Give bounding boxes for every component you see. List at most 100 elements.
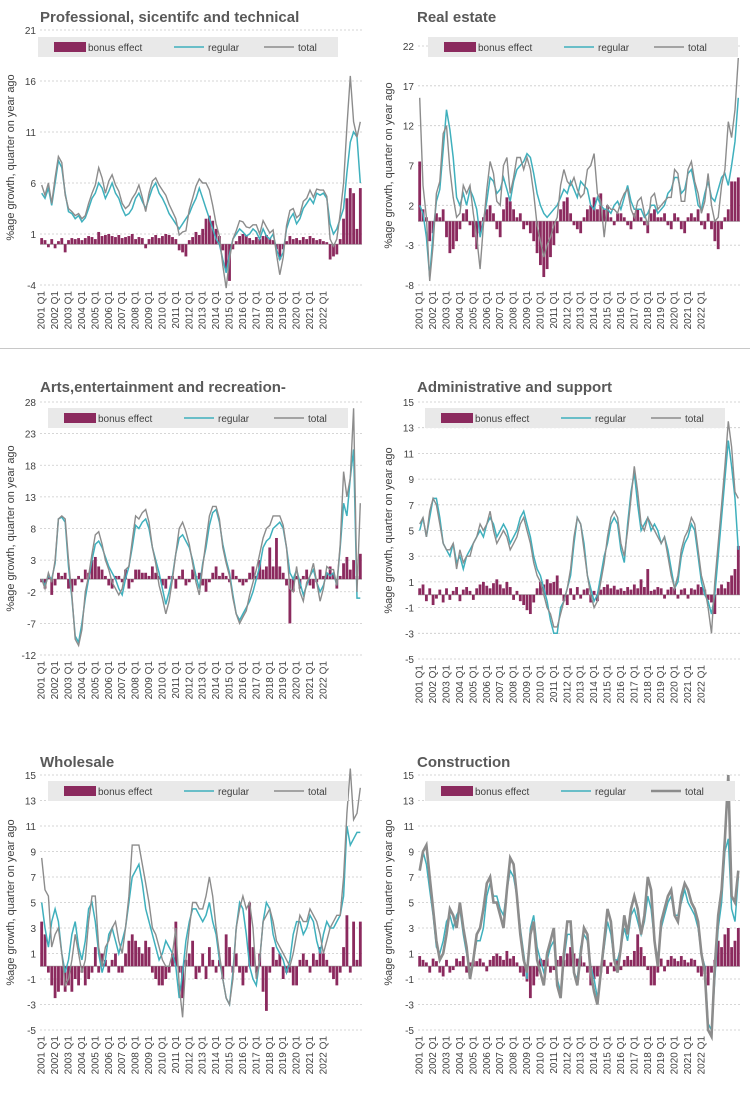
bonus-bar	[596, 966, 599, 977]
bonus-bar	[43, 934, 47, 967]
x-tick-label: 2003 Q1	[64, 661, 75, 700]
bonus-bar	[288, 966, 292, 973]
bonus-bar	[268, 238, 272, 245]
bonus-bar	[164, 234, 168, 245]
bonus-bar	[187, 240, 191, 245]
bonus-bar	[234, 241, 238, 245]
y-tick-label: 7	[408, 501, 414, 512]
bonus-bar	[720, 221, 723, 230]
bonus-bar	[114, 237, 117, 245]
bonus-bar	[134, 239, 138, 245]
y-axis-label: %age growth, quarter on year ago	[5, 74, 17, 240]
bonus-bar	[458, 961, 462, 967]
bonus-bar	[468, 962, 472, 967]
bonus-bar	[693, 959, 697, 967]
bonus-bar	[669, 956, 673, 967]
bonus-bar	[177, 244, 181, 251]
bonus-bar	[673, 588, 677, 595]
bonus-bar	[478, 584, 482, 595]
bonus-bar	[147, 239, 151, 245]
x-tick-label: 2013 Q1	[576, 665, 587, 704]
legend-label-regular: regular	[208, 43, 240, 54]
x-tick-label: 2011 Q1	[171, 291, 182, 329]
x-tick-label: 2003 Q1	[442, 1036, 453, 1075]
bonus-bar	[602, 587, 606, 595]
bonus-bar	[733, 940, 737, 967]
bonus-bar	[150, 237, 154, 245]
legend-label-bonus: bonus effect	[98, 787, 153, 798]
bonus-bar	[726, 928, 730, 967]
x-tick-label: 2009 Q1	[522, 1036, 533, 1075]
bonus-bar	[63, 244, 67, 253]
y-tick-label: 18	[25, 461, 37, 472]
bonus-bar	[468, 221, 472, 226]
bonus-bar	[418, 956, 422, 967]
bonus-bar	[298, 959, 302, 967]
bonus-bar	[689, 588, 693, 595]
bonus-bar	[248, 572, 252, 580]
bonus-bar	[609, 962, 613, 967]
bonus-bar	[632, 950, 636, 967]
bonus-bar	[646, 966, 650, 971]
total-line	[41, 75, 361, 289]
bonus-bar	[632, 584, 636, 595]
bonus-bar	[281, 966, 285, 979]
bonus-bar	[515, 217, 519, 222]
x-tick-label: 2014 Q1	[589, 291, 600, 330]
bonus-bar	[308, 579, 312, 586]
bonus-bar	[542, 221, 546, 278]
bonus-bar	[736, 545, 740, 595]
bonus-bar	[228, 579, 231, 583]
bonus-bar	[455, 221, 458, 242]
chart-panel-real-estate: Real estate -8 -3 2 7 12 17 22 %age growth, quar…	[383, 9, 740, 329]
bonus-bar	[639, 217, 643, 222]
x-tick-label: 2020 Q1	[670, 291, 681, 330]
bonus-bar	[512, 956, 516, 967]
bonus-bar	[505, 950, 509, 967]
bonus-bar	[488, 205, 492, 222]
bonus-bar	[184, 579, 188, 586]
bonus-bar	[100, 236, 104, 245]
bonus-bar	[686, 217, 690, 222]
bonus-bar	[67, 240, 70, 245]
bonus-bar	[656, 217, 660, 222]
bonus-bar	[308, 966, 312, 973]
legend-label-bonus: bonus effect	[475, 787, 530, 798]
y-tick-label: 13	[25, 493, 37, 504]
x-tick-label: 2018 Q1	[643, 291, 654, 330]
chart-panel-administrative: Administrative and support-5-3-113579111…	[383, 379, 740, 703]
bonus-bar	[281, 572, 285, 580]
bonus-bar	[649, 213, 653, 222]
x-tick-label: 2016 Q1	[616, 1036, 627, 1075]
x-tick-label: 2015 Q1	[225, 291, 236, 330]
bonus-bar	[117, 235, 121, 245]
bonus-bar	[696, 584, 700, 595]
x-tick-label: 2007 Q1	[117, 661, 128, 700]
bonus-bar	[234, 575, 238, 580]
x-tick-label: 2007 Q1	[495, 1036, 506, 1075]
x-tick-label: 2001 Q1	[37, 291, 48, 330]
x-tick-label: 2004 Q1	[455, 665, 466, 704]
bonus-bar	[592, 590, 596, 595]
bonus-bar	[616, 213, 619, 222]
bonus-bar	[461, 213, 465, 222]
x-tick-label: 2008 Q1	[131, 661, 142, 700]
bonus-bar	[197, 572, 201, 580]
total-line	[418, 774, 740, 1042]
bonus-bar	[475, 588, 479, 595]
bonus-bar	[565, 594, 569, 606]
bonus-bar	[191, 940, 195, 967]
bonus-bar	[201, 579, 205, 586]
bonus-bar	[167, 966, 171, 973]
chart-title: Wholesale	[40, 754, 114, 771]
bonus-bar	[130, 934, 134, 967]
legend-swatch-bonus	[64, 786, 96, 796]
bonus-bar	[710, 221, 713, 230]
bonus-bar	[495, 579, 499, 595]
bonus-bar	[438, 217, 442, 222]
bonus-bar	[311, 953, 315, 967]
bonus-bar	[582, 589, 586, 595]
bonus-bar	[602, 209, 606, 222]
bonus-bar	[214, 566, 218, 580]
